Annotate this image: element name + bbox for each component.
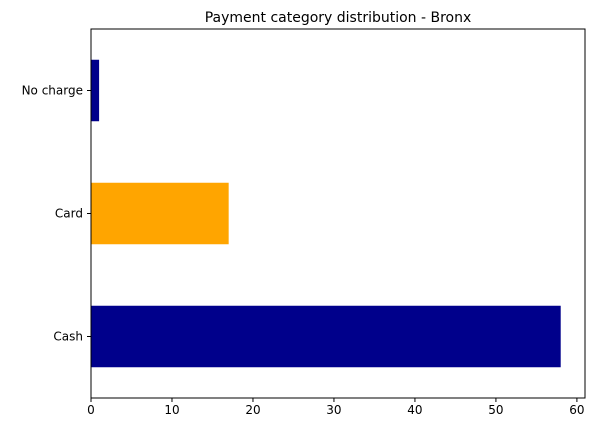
x-tick-label: 20: [245, 403, 260, 417]
x-tick-label: 30: [326, 403, 341, 417]
x-tick-label: 10: [164, 403, 179, 417]
bar-card: [91, 182, 229, 245]
x-tick-label: 50: [488, 403, 503, 417]
x-axis: 0 10 20 30 40 50 60: [87, 398, 585, 417]
chart-title: Payment category distribution - Bronx: [205, 10, 472, 26]
bars: [91, 59, 561, 368]
x-tick-label: 40: [407, 403, 422, 417]
y-axis: Cash Card No charge: [22, 84, 91, 344]
x-tick-label: 60: [569, 403, 584, 417]
y-tick-label: Card: [55, 207, 83, 221]
y-tick-label: No charge: [22, 84, 83, 98]
bar-no-charge: [91, 59, 100, 122]
x-tick-label: 0: [87, 403, 95, 417]
y-tick-label: Cash: [53, 330, 83, 344]
bar-cash: [91, 305, 561, 368]
